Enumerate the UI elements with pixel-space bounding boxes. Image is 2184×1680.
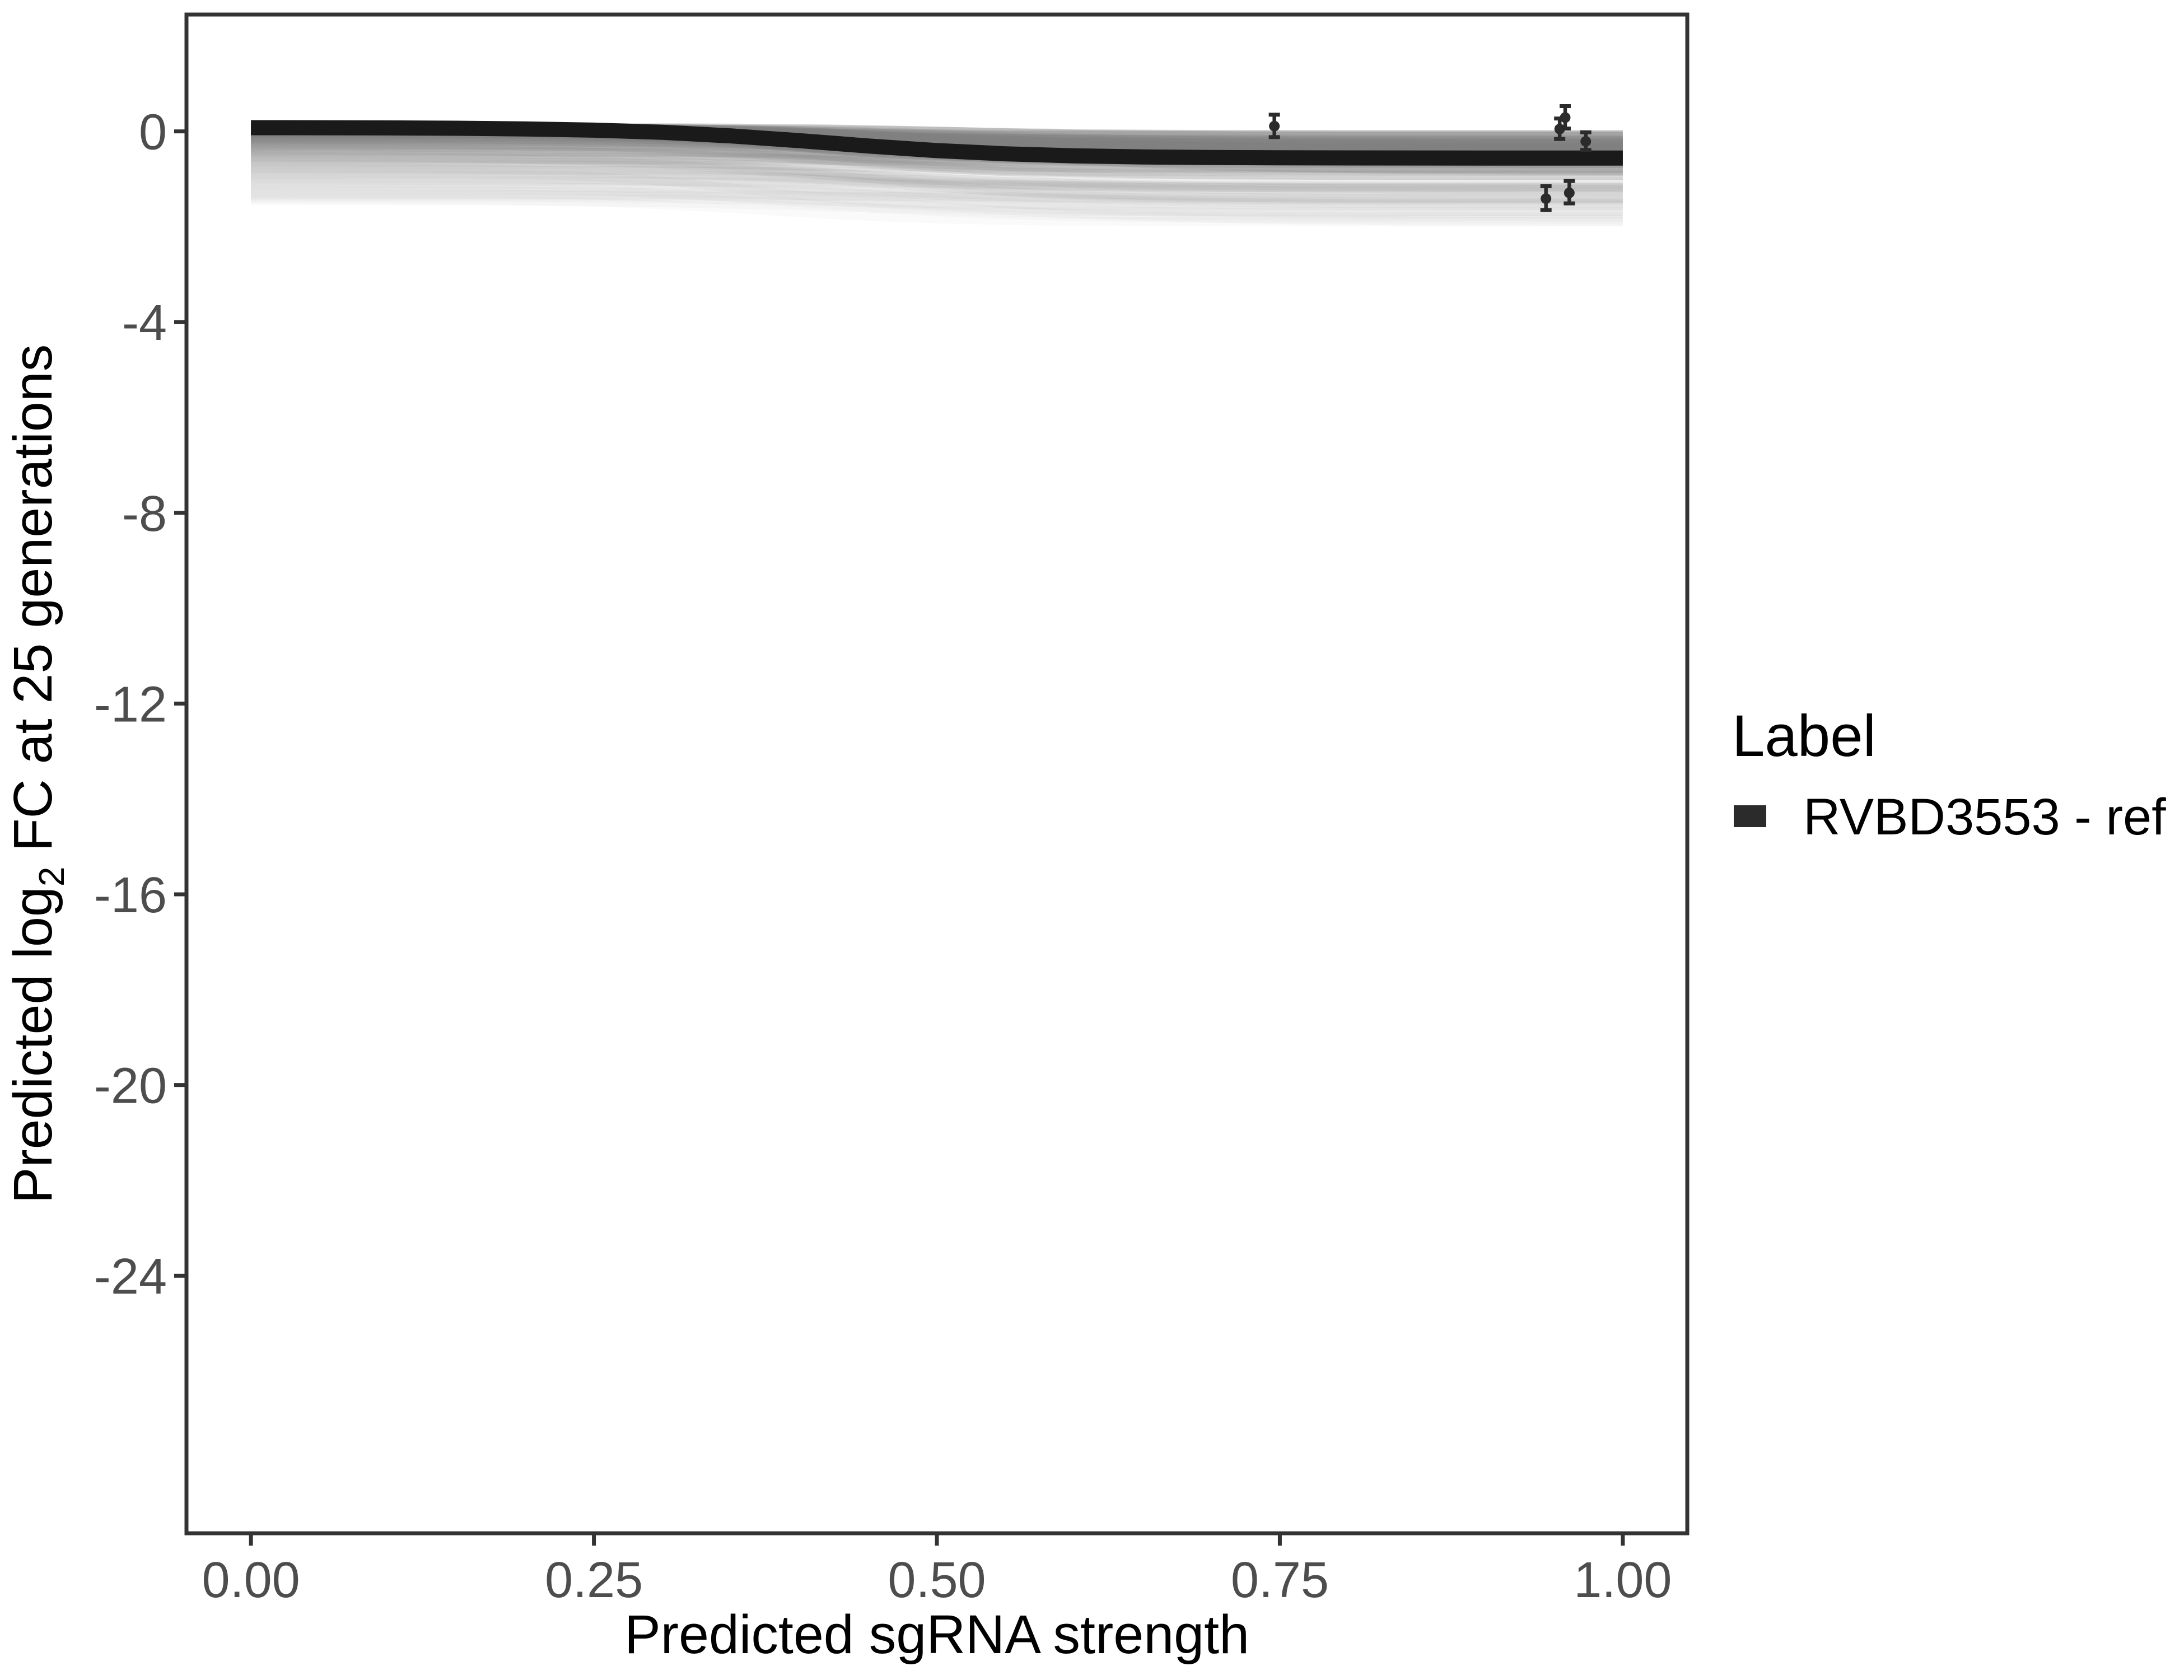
posterior-sample-curve bbox=[251, 174, 1623, 193]
x-axis-title: Predicted sgRNA strength bbox=[624, 1604, 1249, 1665]
posterior-sample-curve bbox=[251, 186, 1623, 217]
posterior-sample-curve bbox=[251, 161, 1623, 194]
posterior-sample-curve bbox=[251, 170, 1623, 188]
posterior-sample-curve bbox=[251, 172, 1623, 210]
legend-key-swatch bbox=[1734, 805, 1766, 827]
observed-point bbox=[1559, 104, 1571, 131]
y-tick-label: -12 bbox=[94, 676, 167, 732]
posterior-sample-curve bbox=[251, 158, 1623, 196]
error-bar-cap-bottom bbox=[1564, 201, 1575, 206]
posterior-sample-curve bbox=[251, 184, 1623, 216]
posterior-sample-curve bbox=[251, 154, 1623, 186]
posterior-sample-curve bbox=[251, 191, 1623, 202]
posterior-sample-curve bbox=[251, 165, 1623, 203]
posterior-sample-curve bbox=[251, 171, 1623, 195]
error-bar-cap-bottom bbox=[1559, 127, 1571, 131]
posterior-sample-curve bbox=[251, 134, 1623, 153]
error-bar-cap-top bbox=[1559, 104, 1571, 108]
posterior-sample-curve bbox=[251, 149, 1623, 173]
error-bar-cap-top bbox=[1564, 179, 1575, 183]
posterior-sample-curve bbox=[251, 175, 1623, 208]
posterior-sample-curve bbox=[251, 139, 1623, 171]
posterior-sample-curve bbox=[251, 133, 1623, 152]
legend-entry-label: RVBD3553 - ref bbox=[1803, 788, 2166, 846]
error-bar-cap-top bbox=[1580, 130, 1592, 134]
observed-pointrange-group bbox=[1268, 104, 1592, 212]
posterior-sample-curve bbox=[251, 157, 1623, 176]
posterior-sample-curve bbox=[251, 181, 1623, 204]
posterior-sample-curve bbox=[251, 188, 1623, 224]
posterior-sample-curve bbox=[251, 169, 1623, 211]
posterior-sample-curve bbox=[251, 163, 1623, 194]
reference-fit-curve bbox=[251, 120, 1623, 166]
y-tick-label: 0 bbox=[139, 105, 167, 161]
y-axis-title-suffix: FC at 25 generations bbox=[2, 344, 63, 867]
x-tick-label: 0.50 bbox=[888, 1552, 986, 1608]
y-axis-title: Predicted log2 FC at 25 generations bbox=[2, 344, 72, 1204]
posterior-sample-curve bbox=[251, 179, 1623, 218]
error-bar-cap-top bbox=[1268, 113, 1280, 117]
posterior-sample-curve bbox=[251, 160, 1623, 201]
posterior-sample-curve bbox=[251, 164, 1623, 203]
x-tick-label: 0.75 bbox=[1231, 1552, 1329, 1608]
y-tick-label: -20 bbox=[94, 1058, 167, 1114]
posterior-sample-curve bbox=[251, 196, 1623, 222]
error-bar-cap-bottom bbox=[1268, 135, 1280, 139]
posterior-sample-curve bbox=[251, 132, 1623, 144]
point-marker bbox=[1564, 187, 1575, 198]
posterior-sample-curve bbox=[251, 151, 1623, 192]
legend: Label RVBD3553 - ref bbox=[1732, 703, 2166, 846]
posterior-sample-curve bbox=[251, 166, 1623, 176]
error-bar-cap-bottom bbox=[1554, 137, 1566, 141]
y-axis: 0 -4 -8 -12 -16 -20 -24 bbox=[94, 105, 186, 1305]
plot-panel bbox=[186, 15, 1687, 1533]
posterior-sample-curve bbox=[251, 159, 1623, 173]
posterior-sample-curve bbox=[251, 150, 1623, 192]
x-tick-label: 0.00 bbox=[202, 1552, 300, 1608]
posterior-sample-curve bbox=[251, 182, 1623, 203]
posterior-sample-curve bbox=[251, 144, 1623, 176]
observed-point bbox=[1564, 179, 1575, 206]
posterior-sample-curve bbox=[251, 152, 1623, 193]
point-marker bbox=[1269, 120, 1280, 132]
observed-point bbox=[1580, 130, 1592, 152]
point-marker bbox=[1541, 193, 1552, 204]
posterior-sample-curve bbox=[251, 185, 1623, 226]
point-marker bbox=[1580, 136, 1592, 147]
x-axis: 0.00 0.25 0.50 0.75 1.00 bbox=[202, 1533, 1672, 1608]
observed-point bbox=[1268, 113, 1280, 139]
posterior-sample-curve bbox=[251, 178, 1623, 209]
y-tick-label: -16 bbox=[94, 867, 167, 923]
posterior-sample-curve bbox=[251, 176, 1623, 190]
point-marker bbox=[1560, 112, 1571, 123]
posterior-sample-curve bbox=[251, 194, 1623, 227]
error-bar-cap-top bbox=[1554, 116, 1566, 121]
posterior-sample-curve bbox=[251, 189, 1623, 205]
posterior-sample-curve bbox=[251, 146, 1623, 180]
error-bar-cap-bottom bbox=[1580, 148, 1592, 152]
posterior-sample-curve bbox=[251, 144, 1623, 180]
x-tick-label: 1.00 bbox=[1574, 1552, 1672, 1608]
posterior-sample-curve bbox=[251, 142, 1623, 180]
x-tick-label: 0.25 bbox=[545, 1552, 643, 1608]
observed-point bbox=[1540, 184, 1552, 212]
y-tick-label: -4 bbox=[122, 295, 167, 351]
posterior-sample-curve bbox=[251, 193, 1623, 219]
posterior-sample-curve bbox=[251, 134, 1623, 173]
error-bar-cap-bottom bbox=[1540, 208, 1552, 212]
legend-title: Label bbox=[1732, 703, 1876, 769]
y-tick-label: -24 bbox=[94, 1249, 167, 1305]
y-axis-title-prefix: Predicted log bbox=[2, 886, 63, 1203]
y-axis-title-subscript: 2 bbox=[31, 867, 72, 887]
posterior-sample-curve bbox=[251, 167, 1623, 207]
error-bar-cap-top bbox=[1540, 184, 1552, 189]
y-tick-label: -8 bbox=[122, 486, 167, 542]
